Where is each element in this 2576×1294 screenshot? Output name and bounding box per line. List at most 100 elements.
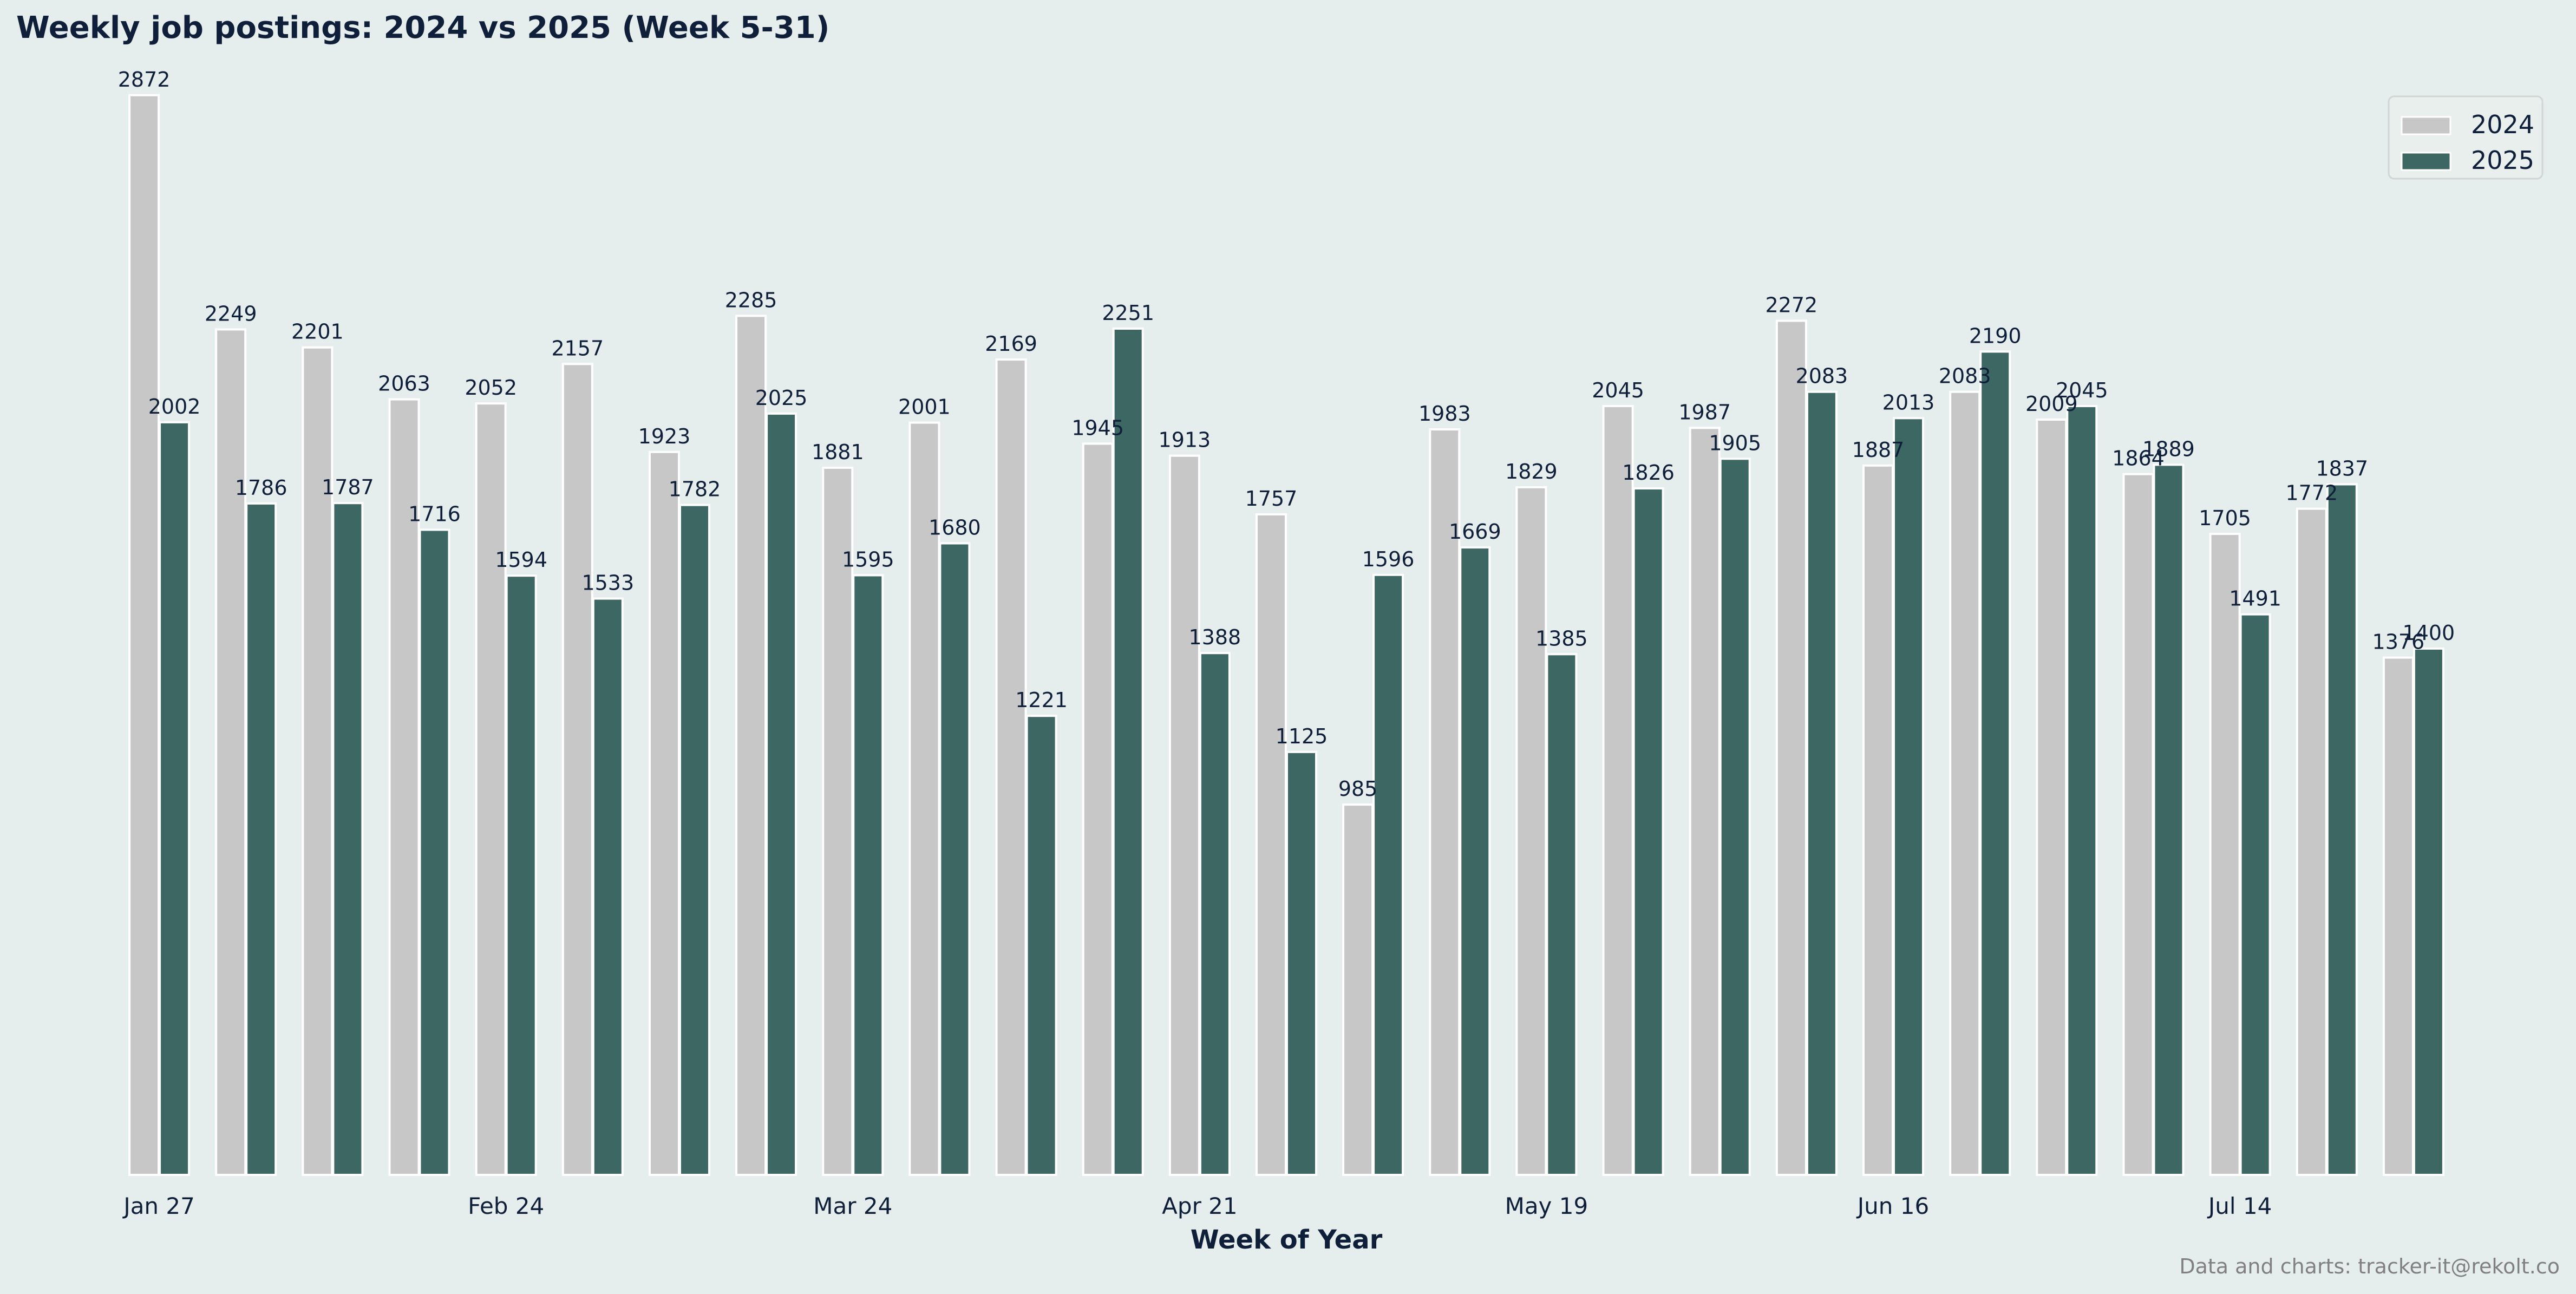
bar-2024-2: [302, 346, 334, 1177]
x-tick-label: Jul 14: [2207, 1193, 2272, 1219]
value-label-2024-2: 2201: [291, 320, 344, 344]
value-label-2024-10: 2169: [985, 332, 1037, 356]
value-label-2025-12: 1388: [1189, 625, 1241, 649]
bar-2025-1: [245, 502, 277, 1176]
bar-2024-8: [822, 466, 854, 1176]
value-label-2024-8: 1881: [812, 440, 864, 464]
bar-2024-7: [735, 315, 767, 1176]
value-label-2025-11: 2251: [1102, 301, 1154, 325]
bar-2024-20: [1862, 464, 1894, 1176]
bar-2024-11: [1082, 442, 1114, 1176]
value-label-2024-19: 2272: [1766, 293, 1818, 317]
x-axis-label: Week of Year: [1191, 1225, 1383, 1255]
value-label-2024-15: 1983: [1418, 402, 1471, 426]
bar-2024-22: [2036, 419, 2068, 1176]
value-label-2024-26: 1376: [2372, 630, 2425, 654]
legend-label-2024: 2024: [2471, 110, 2534, 139]
value-label-2025-15: 1669: [1449, 520, 1501, 544]
bar-2025-19: [1806, 390, 1838, 1177]
value-label-2024-11: 1945: [1071, 416, 1124, 440]
value-label-2024-0: 2872: [118, 68, 171, 92]
value-label-2024-23: 1864: [2112, 447, 2165, 470]
value-label-2024-12: 1913: [1159, 428, 1211, 452]
bar-2025-17: [1632, 487, 1664, 1176]
x-tick-label: Jun 16: [1856, 1193, 1929, 1219]
bar-2025-16: [1546, 653, 1578, 1177]
bar-2024-9: [908, 421, 940, 1176]
bar-2024-14: [1342, 803, 1374, 1176]
bar-2025-10: [1025, 715, 1057, 1176]
bar-2025-5: [592, 597, 624, 1176]
bar-2025-13: [1286, 750, 1317, 1176]
bar-2024-15: [1429, 428, 1461, 1176]
bar-2025-2: [332, 502, 364, 1177]
value-label-2024-17: 2045: [1592, 378, 1644, 402]
x-ticks-group: Jan 27 Feb 24 Mar 24 Apr 21 May 19 Jun 16 Jul …: [122, 1193, 2272, 1219]
bar-2024-23: [2122, 473, 2154, 1177]
bar-2024-17: [1602, 405, 1634, 1176]
value-label-2024-9: 2001: [898, 395, 951, 419]
bar-2025-6: [679, 504, 710, 1177]
bar-2025-9: [939, 542, 971, 1176]
bar-2024-19: [1775, 319, 1807, 1176]
value-labels-group: 2872 2002 2249 1786 2201 1787 2063 1716 2052 1594…: [118, 68, 2455, 801]
bar-2025-14: [1372, 573, 1404, 1176]
value-label-2025-5: 1533: [581, 571, 634, 595]
value-label-2025-24: 1491: [2229, 587, 2281, 611]
bar-2024-21: [1949, 390, 1981, 1177]
value-label-2025-16: 1385: [1535, 626, 1588, 650]
bar-2025-23: [2153, 463, 2185, 1176]
value-label-2025-17: 1826: [1622, 461, 1675, 485]
bar-2025-20: [1893, 417, 1924, 1176]
value-label-2025-26: 1400: [2403, 621, 2455, 645]
value-label-2025-23: 1889: [2142, 437, 2195, 461]
value-label-2025-3: 1716: [408, 502, 461, 526]
legend-swatch-2025: [2401, 152, 2451, 171]
legend: 2024 2025: [2388, 95, 2544, 180]
bar-2024-5: [561, 363, 593, 1176]
value-label-2025-6: 1782: [669, 478, 721, 501]
legend-swatch-2024: [2401, 116, 2451, 135]
value-label-2025-22: 2045: [2056, 378, 2108, 402]
value-label-2025-7: 2025: [755, 386, 808, 410]
legend-label-2025: 2025: [2471, 146, 2534, 175]
value-label-2024-1: 2249: [205, 302, 257, 325]
value-label-2025-10: 1221: [1015, 688, 1068, 712]
bar-2025-7: [766, 412, 797, 1176]
value-label-2024-7: 2285: [725, 288, 777, 312]
bar-2024-10: [995, 358, 1027, 1176]
value-label-2024-24: 1705: [2199, 506, 2251, 530]
bars-group: [128, 94, 2444, 1177]
x-tick-label: Apr 21: [1162, 1193, 1237, 1219]
x-tick-label: May 19: [1505, 1193, 1588, 1219]
bar-2024-4: [475, 402, 507, 1177]
value-label-2024-20: 1887: [1852, 438, 1905, 462]
value-label-2024-25: 1772: [2285, 481, 2338, 505]
bar-2025-21: [1979, 350, 2011, 1176]
bar-2024-3: [388, 398, 420, 1176]
bar-2025-22: [2066, 405, 2098, 1176]
value-label-2025-8: 1595: [842, 548, 894, 572]
value-label-2024-21: 2083: [1939, 364, 1991, 388]
value-label-2025-9: 1680: [929, 516, 981, 540]
bar-2025-8: [852, 574, 884, 1176]
chart-title: Weekly job postings: 2024 vs 2025 (Week …: [16, 10, 829, 45]
value-label-2024-22: 2009: [2025, 392, 2078, 416]
value-label-2024-6: 1923: [638, 424, 691, 448]
value-label-2024-14: 985: [1338, 777, 1378, 801]
bar-2024-0: [128, 94, 160, 1176]
bar-2025-18: [1719, 458, 1751, 1176]
value-label-2025-0: 2002: [148, 395, 201, 419]
bar-2024-26: [2382, 656, 2414, 1176]
bar-2025-0: [159, 421, 191, 1176]
bar-2025-11: [1112, 328, 1144, 1176]
bar-2024-6: [649, 450, 680, 1176]
value-label-2025-1: 1786: [235, 476, 287, 500]
bar-2025-25: [2326, 483, 2358, 1176]
bar-2024-13: [1256, 513, 1287, 1176]
bar-2024-25: [2296, 507, 2327, 1176]
bar-2025-4: [505, 574, 537, 1176]
value-label-2025-2: 1787: [322, 475, 374, 499]
bar-2024-12: [1168, 454, 1200, 1177]
bar-2025-15: [1459, 546, 1491, 1176]
